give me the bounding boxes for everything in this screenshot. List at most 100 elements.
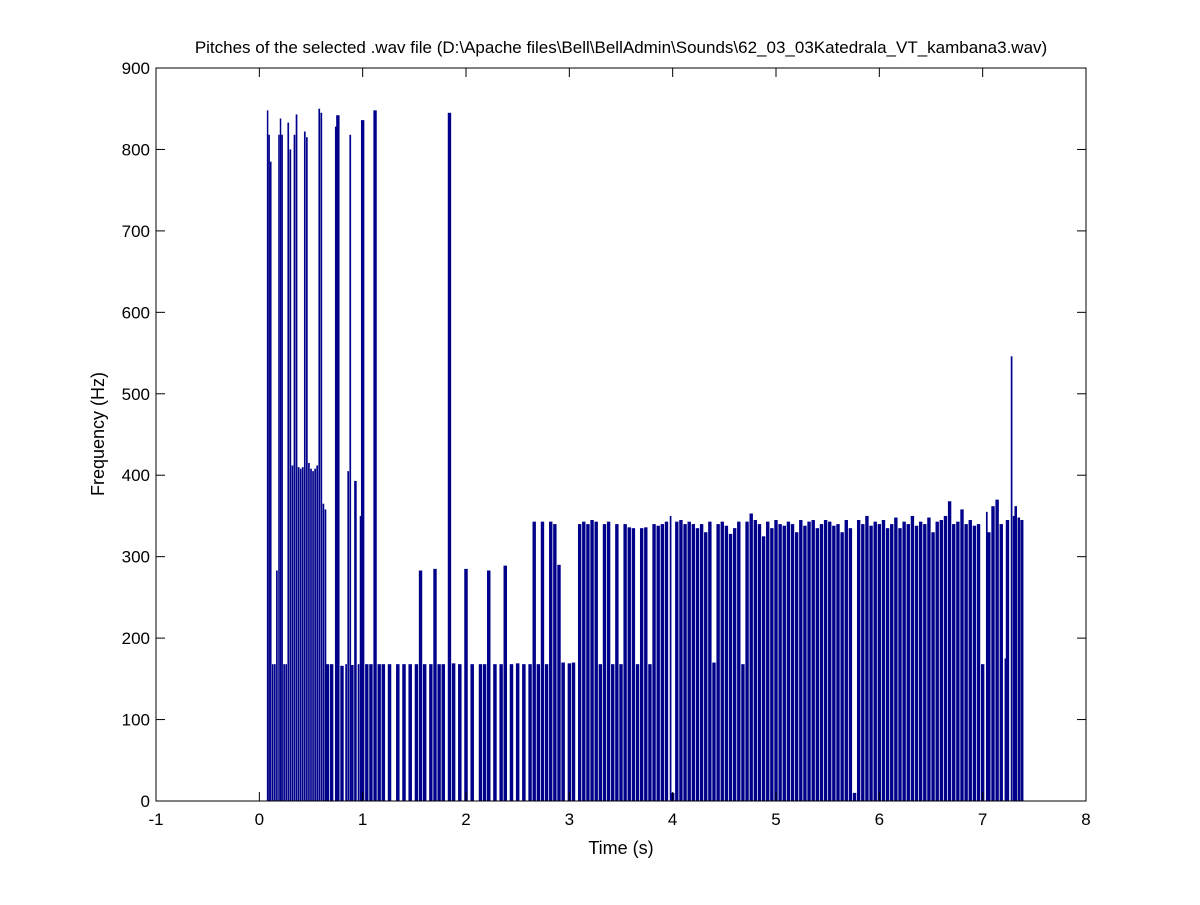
bar (639, 528, 644, 801)
bar (396, 664, 400, 801)
bar (964, 524, 968, 801)
bar (811, 520, 815, 801)
bar (691, 524, 696, 801)
bar (433, 568, 437, 801)
bar (724, 525, 729, 801)
bar (365, 664, 369, 801)
bar (976, 524, 981, 801)
bar (664, 521, 669, 801)
bar (536, 664, 541, 801)
bar (297, 467, 300, 801)
bar (295, 114, 298, 802)
bar (1010, 356, 1013, 801)
bar (499, 664, 503, 801)
bar (869, 525, 873, 801)
bar (728, 533, 733, 801)
bar (1017, 517, 1021, 801)
bar (660, 524, 665, 801)
bar (303, 131, 306, 801)
bar (582, 521, 586, 801)
bar (902, 521, 906, 801)
bar (318, 108, 321, 802)
bar (320, 112, 323, 802)
bar (619, 664, 623, 801)
bar (1014, 506, 1017, 801)
bar (276, 570, 278, 801)
x-tick-label: 1 (358, 810, 367, 829)
bar (325, 664, 330, 801)
bar (644, 527, 648, 801)
bar (281, 134, 283, 801)
bar (648, 664, 652, 801)
bar (314, 468, 316, 801)
bar (631, 528, 636, 801)
bar (865, 515, 869, 801)
bar (914, 525, 919, 801)
x-axis-label: Time (s) (588, 838, 653, 858)
bar (848, 528, 853, 801)
bar (408, 664, 412, 801)
bar (377, 664, 381, 801)
bar (745, 521, 749, 801)
bar (1005, 520, 1010, 801)
y-tick-label: 500 (122, 385, 150, 404)
bars-layer (266, 108, 1024, 802)
bar (852, 792, 857, 801)
bar (766, 521, 770, 801)
bar (291, 465, 294, 801)
bar (947, 501, 952, 801)
bar (602, 524, 607, 801)
chart-title: Pitches of the selected .wav file (D:\Ap… (195, 38, 1047, 57)
bar (732, 528, 737, 801)
bar (635, 664, 640, 801)
bar (807, 521, 811, 801)
x-tick-label: 7 (978, 810, 987, 829)
axes-frame (155, 67, 1087, 802)
bar (271, 664, 274, 801)
bar (923, 524, 927, 801)
bar (1020, 520, 1024, 801)
bar (269, 161, 272, 801)
y-tick-label: 700 (122, 222, 150, 241)
bar (544, 664, 549, 801)
bar (782, 525, 786, 801)
bar (289, 149, 292, 801)
bar (266, 110, 269, 802)
bar (786, 521, 791, 801)
bar (369, 664, 373, 801)
bar (623, 524, 627, 801)
bar (347, 471, 350, 801)
bar (1004, 658, 1007, 801)
bar (823, 520, 828, 801)
bar (1012, 515, 1015, 801)
x-tick-label: 3 (565, 810, 574, 829)
bar (708, 521, 712, 801)
x-tick-label: 5 (771, 810, 780, 829)
bar (329, 664, 334, 801)
bar (515, 663, 520, 801)
bar (712, 662, 716, 801)
bar (683, 524, 687, 801)
bar (627, 527, 631, 801)
bar (273, 664, 276, 801)
bar (877, 524, 882, 801)
bar (464, 568, 468, 801)
bar (856, 520, 861, 801)
bar (757, 524, 762, 801)
y-tick-label: 900 (122, 59, 150, 78)
bar (704, 532, 708, 801)
bar (532, 521, 536, 801)
bar (351, 664, 354, 801)
bar (458, 664, 462, 801)
bar (402, 664, 406, 801)
bar (441, 664, 446, 801)
bar (345, 664, 347, 801)
bar (387, 664, 392, 801)
bar (373, 110, 377, 802)
bar (381, 664, 386, 801)
bar (991, 506, 995, 801)
bar (832, 525, 836, 801)
bar (960, 509, 964, 801)
